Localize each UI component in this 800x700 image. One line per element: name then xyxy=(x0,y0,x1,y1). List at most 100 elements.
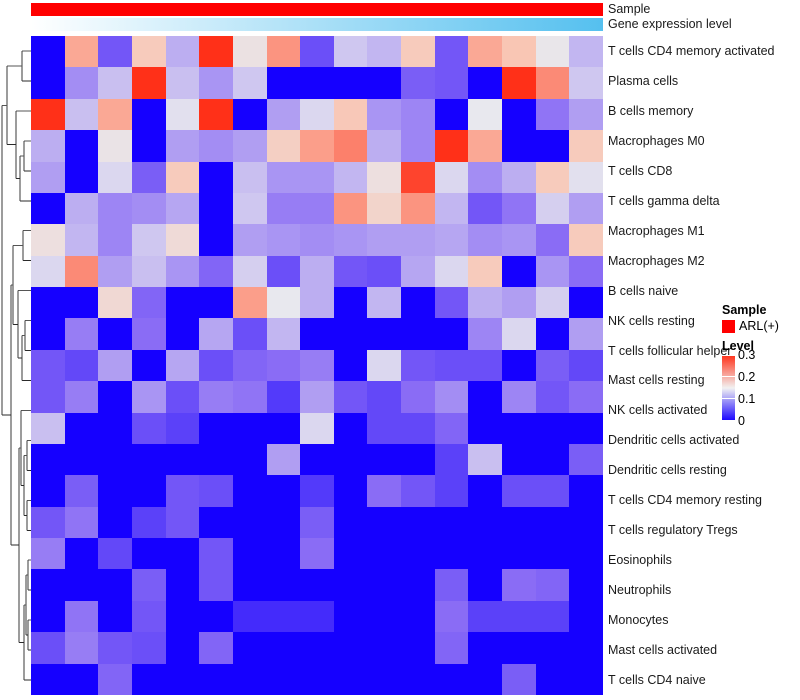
heatmap-cell xyxy=(333,98,368,131)
heatmap-cell xyxy=(468,349,503,382)
heatmap-cell xyxy=(31,506,65,539)
heatmap-cell xyxy=(232,161,267,193)
heatmap-cell xyxy=(31,632,65,664)
heatmap-cell xyxy=(64,349,99,382)
heatmap-cell xyxy=(266,443,301,476)
heatmap-cell xyxy=(569,381,603,413)
heatmap-cell xyxy=(165,443,200,476)
heatmap-cell xyxy=(569,475,603,507)
heatmap-cell xyxy=(64,538,99,570)
heatmap-cell xyxy=(31,443,65,476)
row-label: NK cells activated xyxy=(608,403,708,418)
heatmap-cell xyxy=(266,663,301,695)
heatmap-cell xyxy=(131,569,166,601)
heatmap-cell xyxy=(199,506,233,539)
heatmap-cell xyxy=(232,130,267,162)
heatmap-cell xyxy=(266,255,301,288)
heatmap-cell xyxy=(333,192,368,225)
heatmap-cell xyxy=(333,36,368,68)
heatmap-cell xyxy=(569,412,603,444)
heatmap-cell xyxy=(165,538,200,570)
heatmap-cell xyxy=(64,287,99,319)
heatmap-cell xyxy=(333,349,368,382)
heatmap-cell xyxy=(502,98,536,131)
heatmap-cell xyxy=(367,632,402,664)
heatmap-cell xyxy=(300,569,334,601)
heatmap-cell xyxy=(434,349,469,382)
legend-level-tick-label: 0 xyxy=(738,414,745,428)
heatmap-cell xyxy=(535,130,570,162)
heatmap-cell xyxy=(64,255,99,288)
heatmap-cell xyxy=(165,255,200,288)
heatmap-cell xyxy=(98,224,132,256)
heatmap-cell xyxy=(64,632,99,664)
heatmap-cell xyxy=(131,255,166,288)
heatmap-cell xyxy=(98,349,132,382)
heatmap-cell xyxy=(367,663,402,695)
heatmap-cell xyxy=(333,538,368,570)
heatmap-cell xyxy=(31,98,65,131)
heatmap-cell xyxy=(98,663,132,695)
heatmap-cell xyxy=(232,287,267,319)
heatmap-cell xyxy=(31,192,65,225)
heatmap-cell xyxy=(401,67,435,99)
heatmap-cell xyxy=(165,224,200,256)
heatmap-cell xyxy=(98,161,132,193)
heatmap-cell xyxy=(401,600,435,633)
row-label: T cells gamma delta xyxy=(608,193,720,208)
heatmap-cell xyxy=(569,318,603,350)
heatmap-cell xyxy=(165,98,200,131)
heatmap-cell xyxy=(98,600,132,633)
heatmap-cell xyxy=(401,632,435,664)
row-label: Dendritic cells resting xyxy=(608,463,727,478)
heatmap-cell xyxy=(266,506,301,539)
heatmap-cell xyxy=(367,569,402,601)
heatmap-cell xyxy=(300,98,334,131)
heatmap-cell xyxy=(165,381,200,413)
heatmap-cell xyxy=(333,67,368,99)
heatmap-cell xyxy=(232,569,267,601)
row-label: Mast cells activated xyxy=(608,643,718,658)
heatmap-cell xyxy=(131,130,166,162)
heatmap-cell xyxy=(367,192,402,225)
heatmap-cell xyxy=(232,349,267,382)
heatmap-cell xyxy=(502,349,536,382)
heatmap-cell xyxy=(98,287,132,319)
heatmap-cell xyxy=(468,381,503,413)
heatmap-cell xyxy=(367,349,402,382)
heatmap-cell xyxy=(232,318,267,350)
heatmap-cell xyxy=(31,255,65,288)
heatmap-cell xyxy=(468,98,503,131)
heatmap-cell xyxy=(367,224,402,256)
sample-annotation-track xyxy=(31,3,603,16)
heatmap-cell xyxy=(367,600,402,633)
heatmap-cell xyxy=(131,663,166,695)
heatmap-cell xyxy=(131,443,166,476)
heatmap-cell xyxy=(367,98,402,131)
heatmap-cell xyxy=(502,161,536,193)
heatmap-cell xyxy=(502,192,536,225)
heatmap-cell xyxy=(502,36,536,68)
row-label: Neutrophils xyxy=(608,583,672,598)
heatmap-cell xyxy=(31,381,65,413)
heatmap-cell xyxy=(31,349,65,382)
heatmap-cell xyxy=(64,600,99,633)
heatmap-cell xyxy=(199,538,233,570)
heatmap-cell xyxy=(434,192,469,225)
heatmap-cell xyxy=(434,318,469,350)
heatmap-cell xyxy=(333,161,368,193)
heatmap-cell xyxy=(131,600,166,633)
heatmap-cell xyxy=(333,506,368,539)
heatmap-cell xyxy=(199,443,233,476)
heatmap-cell xyxy=(232,600,267,633)
heatmap-cell xyxy=(468,192,503,225)
heatmap-cell xyxy=(199,569,233,601)
heatmap-cell xyxy=(131,192,166,225)
heatmap-cell xyxy=(569,632,603,664)
heatmap-cell xyxy=(266,130,301,162)
heatmap-cell xyxy=(64,36,99,68)
heatmap-cell xyxy=(64,663,99,695)
heatmap-cell xyxy=(31,663,65,695)
heatmap-cell xyxy=(98,130,132,162)
